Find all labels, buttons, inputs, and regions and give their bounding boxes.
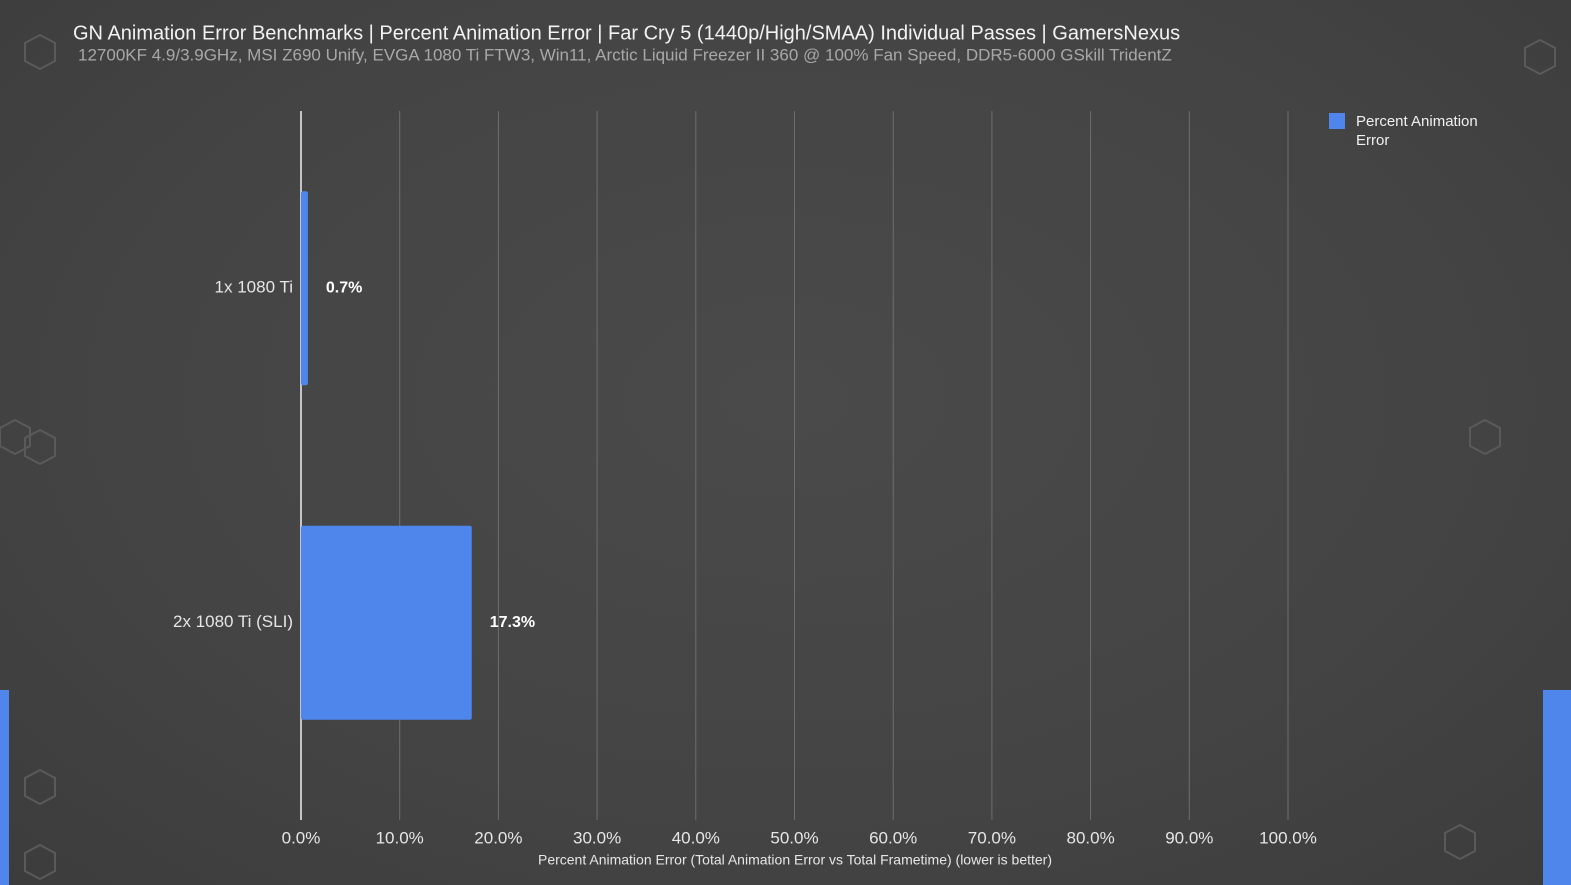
decoration — [0, 33, 1556, 881]
x-tick-label: 80.0% — [1066, 828, 1114, 847]
x-tick-label: 30.0% — [573, 828, 621, 847]
data-label: 0.7% — [326, 279, 362, 296]
x-axis-title: Percent Animation Error (Total Animation… — [538, 852, 1052, 868]
legend-swatch — [1329, 113, 1345, 129]
x-tick-label: 40.0% — [672, 828, 720, 847]
chart-title: GN Animation Error Benchmarks | Percent … — [73, 22, 1180, 44]
x-tick-label: 50.0% — [770, 828, 818, 847]
data-label: 17.3% — [490, 614, 535, 631]
y-tick-label: 1x 1080 Ti — [215, 278, 293, 297]
chart-subtitle: 12700KF 4.9/3.9GHz, MSI Z690 Unify, EVGA… — [78, 45, 1172, 64]
x-tick-label: 70.0% — [968, 828, 1016, 847]
x-tick-label: 100.0% — [1259, 828, 1317, 847]
x-tick-label: 90.0% — [1165, 828, 1213, 847]
bar — [301, 191, 308, 386]
y-tick-label: 2x 1080 Ti (SLI) — [173, 612, 293, 631]
legend: Percent Animation Error — [1329, 112, 1499, 150]
x-tick-label: 60.0% — [869, 828, 917, 847]
bar — [301, 525, 472, 720]
decoration — [1543, 690, 1571, 885]
x-tick-label: 20.0% — [474, 828, 522, 847]
legend-label: Percent Animation Error — [1356, 113, 1478, 149]
decoration — [0, 690, 9, 885]
x-tick-label: 10.0% — [376, 828, 424, 847]
x-tick-label: 0.0% — [282, 828, 321, 847]
